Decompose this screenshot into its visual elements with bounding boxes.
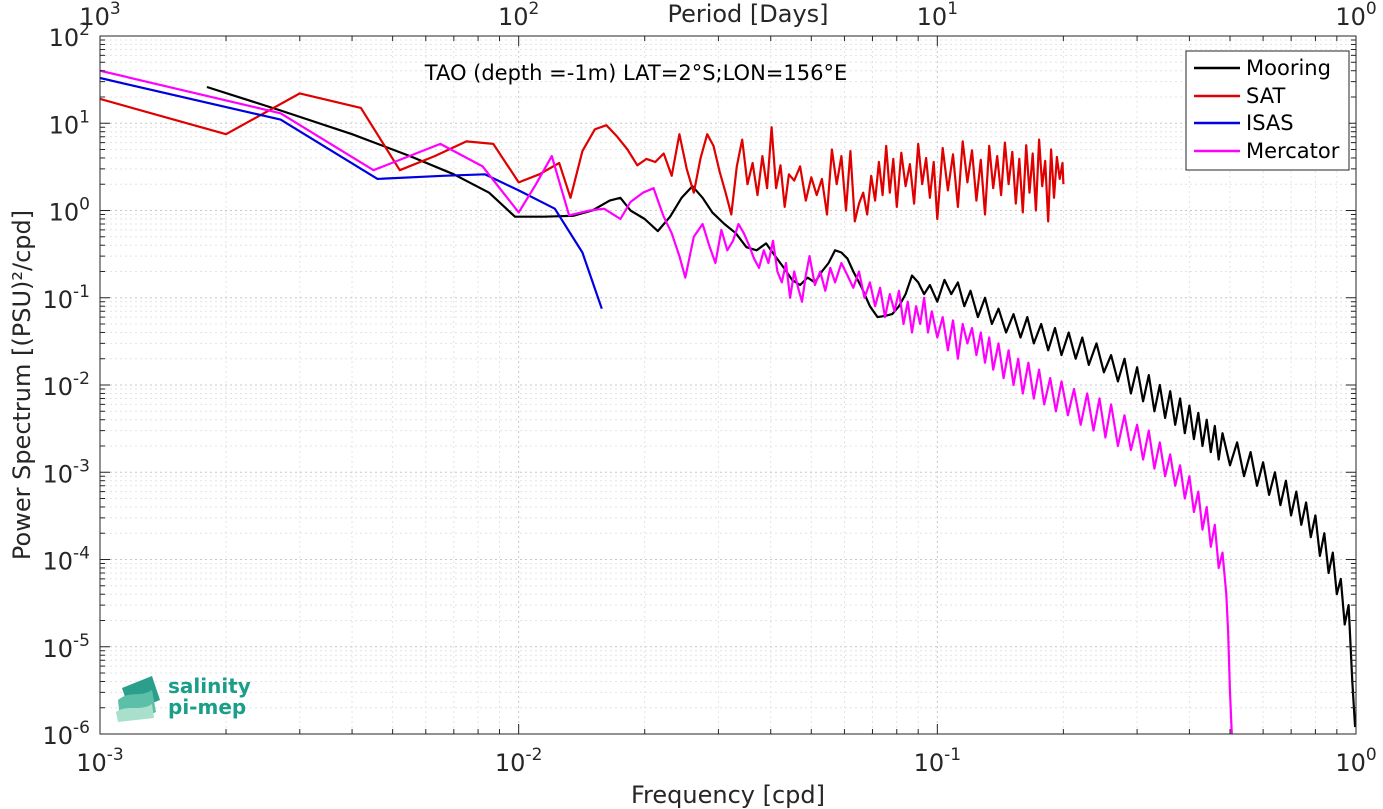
legend: Mooring SAT ISAS Mercator (1185, 50, 1350, 171)
x-tick-label: 10-1 (914, 745, 962, 777)
legend-label-isas: ISAS (1246, 111, 1294, 135)
tick-marks (99, 36, 1356, 735)
logo: salinity pi-mep (116, 674, 251, 722)
y-axis-title: Power Spectrum [(PSU)²/cpd] (8, 210, 36, 560)
y-tick-label: 10-5 (43, 631, 91, 663)
y-tick-label: 10-2 (43, 369, 91, 401)
y-tick-label: 100 (49, 195, 90, 227)
y-tick-label: 10-3 (43, 456, 91, 488)
x-tick-label: 10-2 (495, 745, 543, 777)
y-tick-label: 10-1 (43, 282, 91, 314)
legend-label-mercator: Mercator (1246, 139, 1340, 163)
top-tick-label: 103 (79, 0, 120, 31)
series-layer (100, 69, 1356, 734)
logo-text-salinity: salinity (168, 674, 251, 698)
y-tick-label: 10-6 (43, 718, 91, 750)
x-tick-label: 100 (1335, 745, 1376, 777)
plot-area (100, 36, 1356, 734)
x-tick-label: 10-3 (76, 745, 124, 777)
series-line-mooring (206, 85, 1356, 728)
y-tick-label: 10-4 (43, 544, 91, 576)
series-line-mercator (100, 69, 1233, 734)
y-tick-label: 102 (49, 20, 90, 52)
legend-label-sat: SAT (1246, 84, 1285, 108)
series-line-sat (100, 92, 1065, 223)
plot-title: TAO (depth =-1m) LAT=2°S;LON=156°E (424, 61, 848, 85)
top-tick-label: 100 (1335, 0, 1376, 31)
logo-waves-icon (116, 676, 160, 722)
logo-text-pimep: pi-mep (168, 695, 246, 719)
top-axis-title: Period [Days] (667, 0, 828, 28)
top-tick-label: 101 (917, 0, 958, 31)
grid (99, 36, 1356, 735)
x-axis-title: Frequency [cpd] (631, 781, 825, 809)
legend-label-mooring: Mooring (1246, 56, 1331, 80)
top-tick-label: 102 (498, 0, 539, 31)
y-tick-label: 101 (49, 107, 90, 139)
series-line-isas (100, 76, 603, 310)
